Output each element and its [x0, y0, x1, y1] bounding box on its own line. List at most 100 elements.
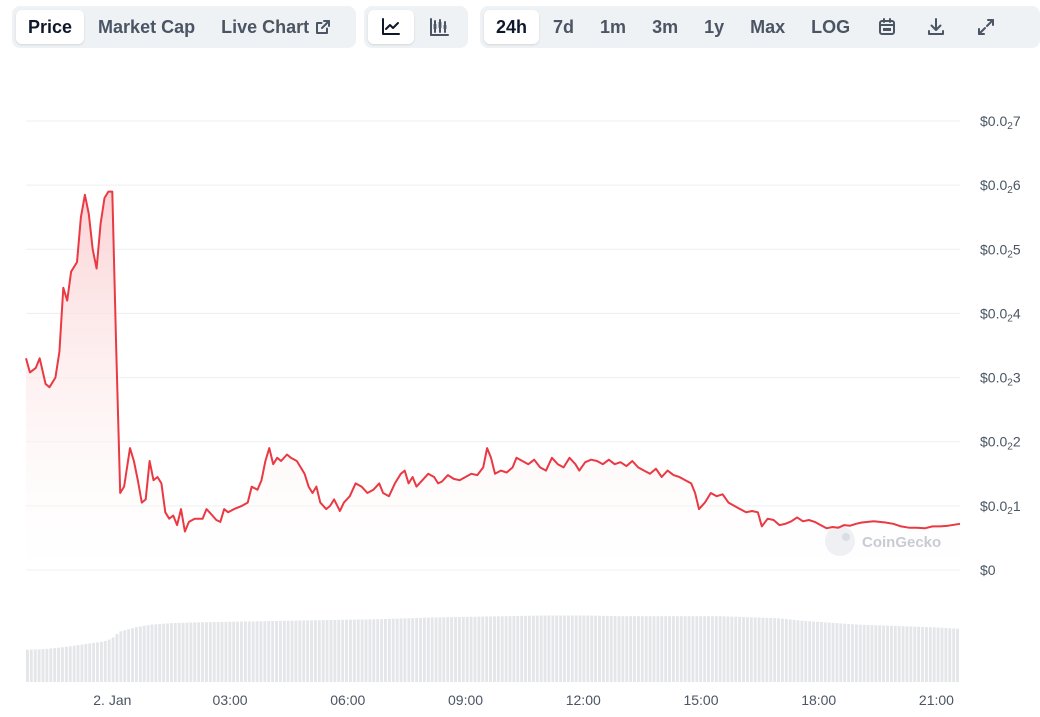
- volume-bar: [290, 620, 294, 682]
- volume-bar: [181, 622, 185, 682]
- data-type-tab-group: Price Market Cap Live Chart: [12, 6, 356, 48]
- volume-bar: [753, 617, 757, 682]
- volume-bar: [154, 624, 158, 682]
- volume-bar: [387, 618, 391, 682]
- volume-bar: [251, 621, 255, 682]
- volume-bar: [870, 625, 874, 682]
- volume-bar: [96, 642, 99, 682]
- x-tick-label: 18:00: [801, 692, 836, 708]
- fullscreen-button[interactable]: [962, 10, 1010, 44]
- volume-bar: [621, 616, 625, 682]
- volume-bar: [788, 619, 792, 682]
- volume-bar: [633, 616, 636, 682]
- volume-bar: [384, 619, 387, 682]
- volume-bar: [255, 621, 259, 682]
- y-tick-label: $0.021: [980, 498, 1021, 517]
- tab-price[interactable]: Price: [16, 10, 85, 44]
- volume-bar: [512, 616, 516, 682]
- volume-bar: [341, 619, 345, 682]
- volume-bar: [952, 628, 956, 682]
- x-tick-label: 09:00: [448, 692, 483, 708]
- tab-live-chart[interactable]: Live Chart: [209, 10, 343, 44]
- volume-bar: [668, 616, 672, 682]
- y-tick-label: $0.024: [980, 305, 1021, 324]
- volume-bar: [461, 616, 465, 682]
- volume-bar: [99, 641, 103, 682]
- volume-bar: [430, 617, 434, 682]
- volume-bar: [450, 617, 454, 682]
- calendar-icon: [878, 18, 896, 36]
- volume-bar: [710, 616, 714, 682]
- download-button[interactable]: [912, 10, 960, 44]
- volume-bar: [718, 616, 722, 682]
- volume-bar: [68, 646, 72, 682]
- volume-bar: [672, 616, 675, 682]
- volume-bar: [777, 618, 780, 682]
- volume-bar: [403, 618, 407, 682]
- line-chart-button[interactable]: [368, 10, 414, 44]
- volume-bar: [644, 616, 648, 682]
- volume-bar: [843, 623, 847, 682]
- volume-bar: [839, 623, 843, 682]
- volume-bar: [80, 644, 84, 682]
- volume-bar: [84, 643, 88, 682]
- volume-bar: [897, 626, 901, 682]
- download-icon: [926, 17, 946, 37]
- tab-market-cap[interactable]: Market Cap: [98, 16, 196, 37]
- volume-bar: [286, 620, 290, 682]
- volume-bar: [243, 621, 247, 682]
- volume-bar: [57, 647, 61, 682]
- volume-bar: [111, 637, 115, 682]
- volume-bar: [889, 625, 893, 682]
- volume-bar: [240, 621, 243, 682]
- volume-bar: [808, 621, 812, 682]
- candlestick-chart-icon: [429, 18, 449, 36]
- volume-bar: [37, 649, 41, 682]
- range-tab-1y[interactable]: 1y: [704, 16, 725, 37]
- x-tick-label: 06:00: [330, 692, 365, 708]
- volume-bar: [742, 617, 745, 682]
- volume-bar: [559, 615, 563, 682]
- range-tab-1m[interactable]: 1m: [600, 16, 627, 37]
- volume-bar: [302, 620, 306, 682]
- volume-bar: [909, 626, 913, 682]
- x-tick-label: 03:00: [213, 692, 248, 708]
- volume-bar: [345, 619, 349, 682]
- range-tab-3m[interactable]: 3m: [652, 16, 679, 37]
- volume-bar: [707, 616, 710, 682]
- volume-bar: [835, 623, 839, 682]
- range-tab-7d[interactable]: 7d: [553, 16, 575, 37]
- volume-bar: [605, 615, 609, 682]
- volume-bar: [734, 616, 738, 682]
- volume-bar: [730, 616, 734, 682]
- x-tick-label: 2. Jan: [93, 692, 131, 708]
- volume-bar: [391, 618, 395, 682]
- volume-bar: [352, 619, 356, 682]
- range-tab-24h[interactable]: 24h: [484, 10, 540, 44]
- volume-bar: [473, 616, 477, 682]
- volume-bar: [928, 627, 932, 682]
- calendar-button[interactable]: [864, 10, 910, 44]
- range-tab-max[interactable]: Max: [750, 16, 786, 37]
- volume-bar: [53, 648, 57, 682]
- volume-bar: [465, 616, 469, 682]
- volume-bar: [882, 625, 886, 682]
- volume-bar: [901, 626, 905, 682]
- volume-bar: [142, 625, 146, 682]
- candlestick-chart-button[interactable]: [416, 10, 462, 44]
- volume-bar: [197, 622, 201, 682]
- external-link-icon: [315, 19, 331, 35]
- volume-bar: [205, 622, 208, 682]
- volume-bar: [675, 616, 679, 682]
- volume-bar: [823, 622, 827, 682]
- volume-bar: [940, 627, 944, 682]
- volume-bar: [376, 619, 380, 682]
- volume-bar: [438, 617, 442, 682]
- log-scale-toggle[interactable]: LOG: [811, 16, 851, 37]
- volume-bar: [64, 646, 68, 682]
- volume-bar: [228, 621, 232, 682]
- volume-bar: [177, 622, 181, 682]
- volume-bar: [158, 623, 162, 682]
- volume-bar: [547, 615, 551, 682]
